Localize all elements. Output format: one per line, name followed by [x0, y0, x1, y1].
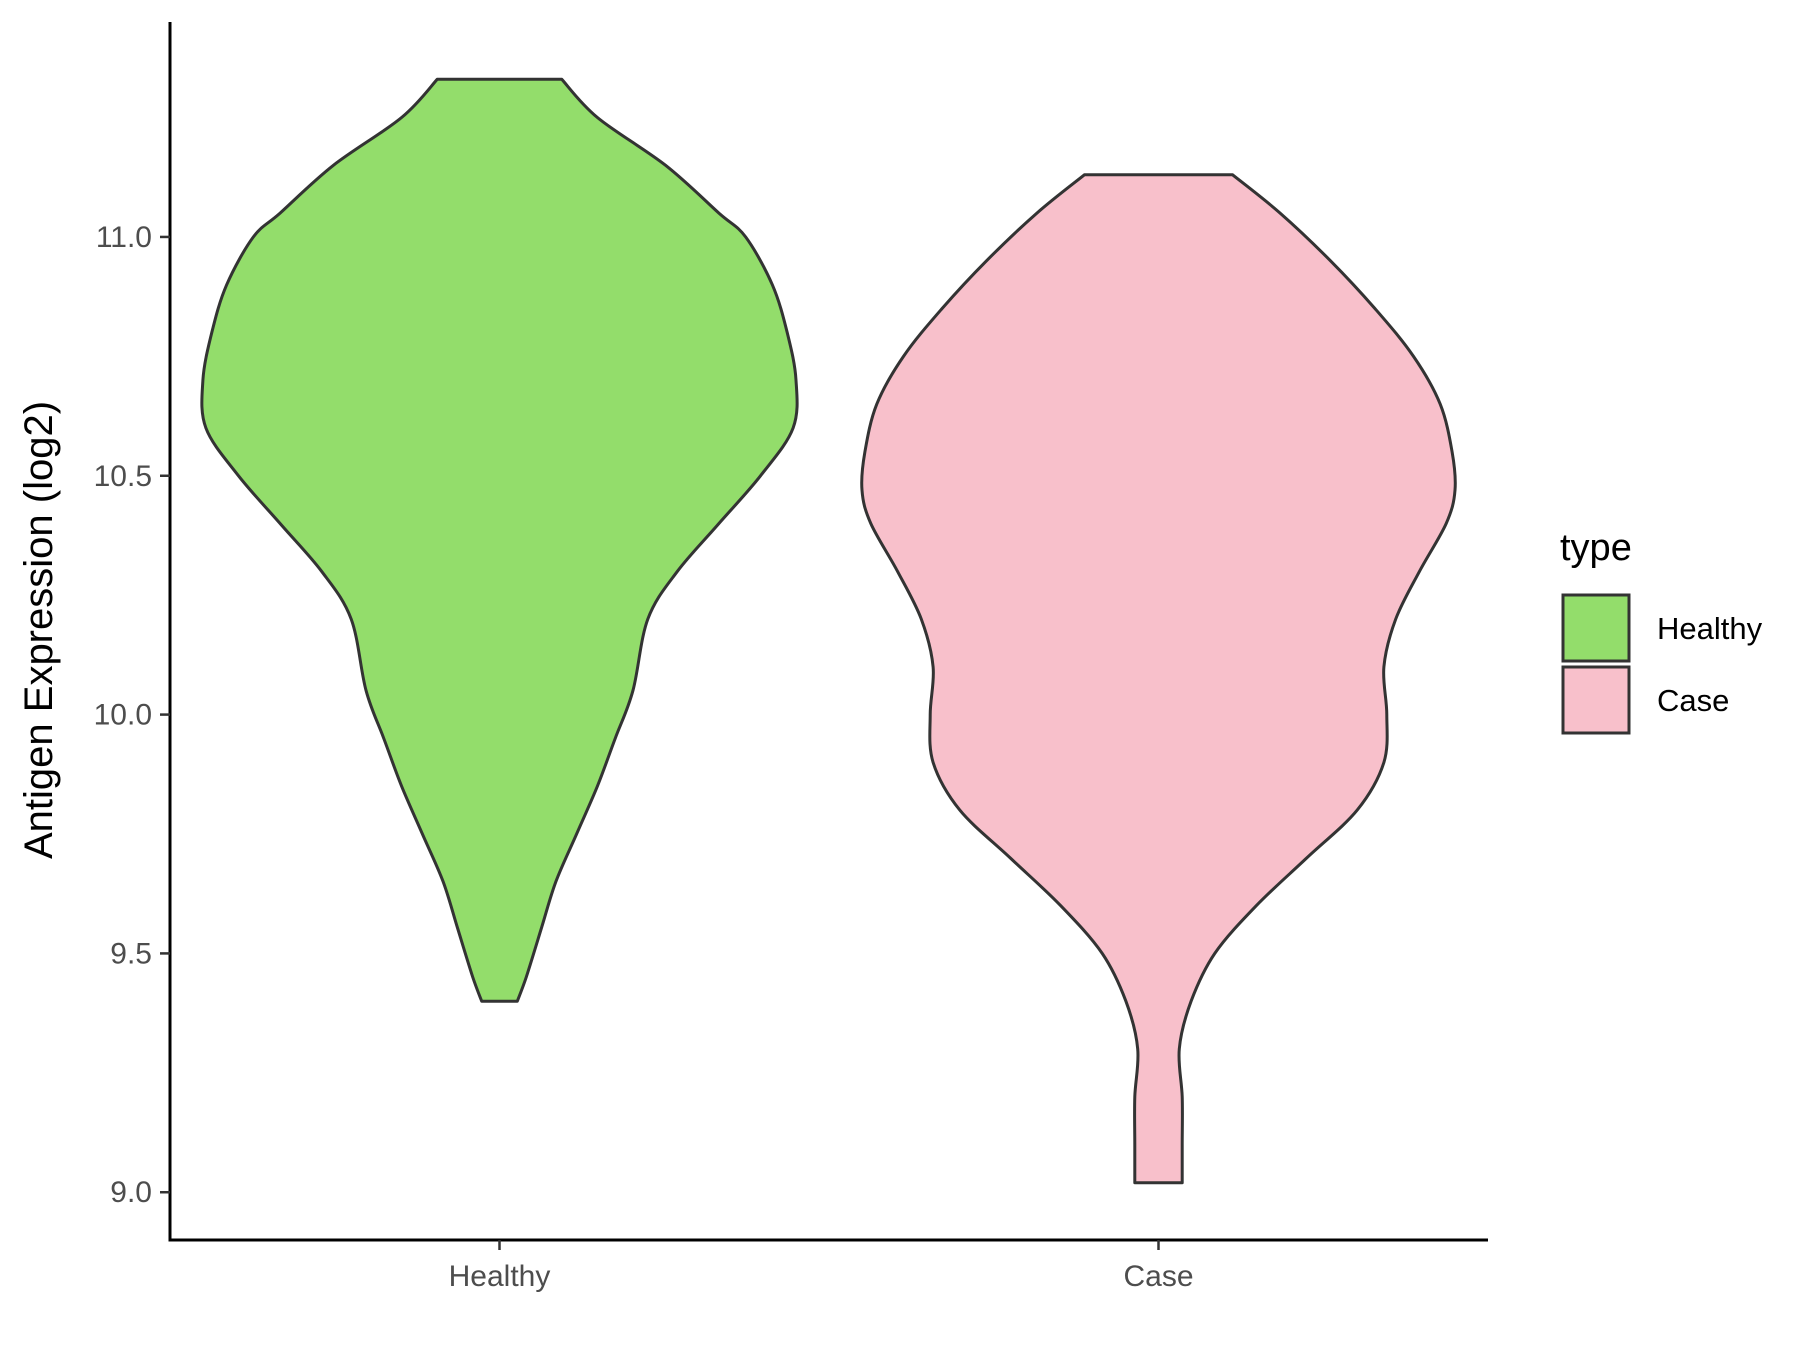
- legend-label-healthy: Healthy: [1657, 611, 1763, 646]
- violin-case: [860, 173, 1457, 1185]
- y-axis-title: Antigen Expression (log2): [17, 401, 61, 859]
- y-tick-label: 11.0: [96, 221, 152, 254]
- x-tick-label: Case: [1123, 1260, 1193, 1293]
- axes: 9.0 9.5 10.0 10.5 11.0 Healthy Case: [94, 22, 1488, 1293]
- legend-swatch-case: [1561, 665, 1631, 735]
- legend-title: type: [1560, 527, 1632, 569]
- y-tick-label: 9.0: [110, 1176, 152, 1209]
- y-tick-label: 9.5: [110, 937, 152, 970]
- legend-swatch-healthy: [1561, 593, 1631, 663]
- legend: type Healthy Case: [1560, 527, 1763, 735]
- violin-healthy: [200, 77, 799, 1003]
- y-tick-label: 10.5: [94, 460, 152, 493]
- legend-label-case: Case: [1657, 683, 1729, 718]
- x-tick-label: Healthy: [449, 1260, 551, 1293]
- y-tick-label: 10.0: [94, 699, 152, 732]
- violin-group: [200, 77, 1457, 1185]
